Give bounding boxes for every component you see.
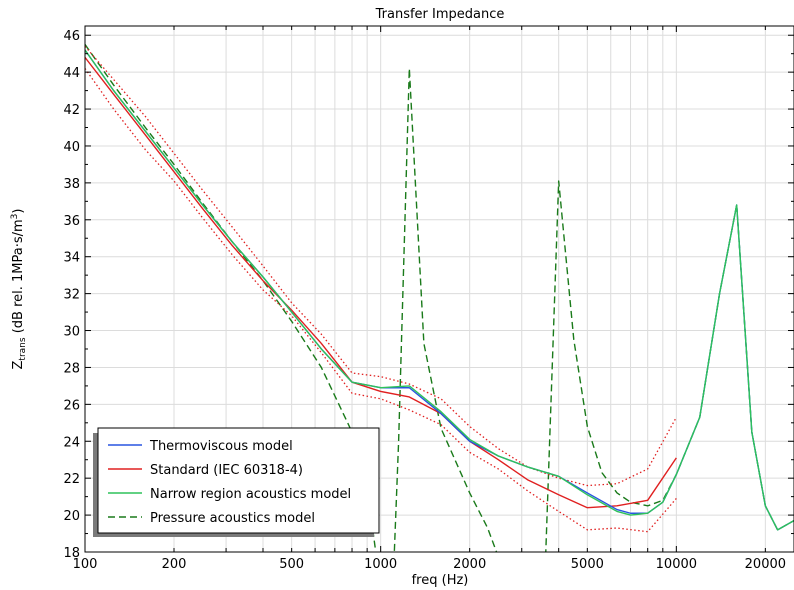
x-tick-label: 500 [279, 557, 304, 572]
y-tick-label: 36 [63, 214, 80, 229]
y-tick-label: 42 [63, 103, 80, 118]
plot-frame [84, 25, 794, 553]
y-tick-label: 24 [63, 435, 80, 450]
axis-ticks: 100 200 500 1000 2000 5000 10000 20000 18 20 22 24 2… [63, 26, 794, 572]
y-tick-label: 34 [63, 251, 80, 266]
y-tick-label: 46 [63, 29, 80, 44]
x-tick-label: 1000 [364, 557, 397, 572]
y-tick-label: 44 [63, 66, 80, 81]
series-line-4 [85, 49, 794, 531]
x-tick-label: 200 [162, 557, 187, 572]
y-tick-label: 18 [63, 546, 80, 561]
legend-box [97, 427, 380, 534]
x-tick-label: 20000 [745, 557, 786, 572]
legend-label: Narrow region acoustics model [150, 487, 351, 502]
x-tick-label: 10000 [656, 557, 697, 572]
x-axis-title: freq (Hz) [412, 573, 469, 588]
y-axis-title-sup: 3 [10, 214, 20, 220]
y-axis-title: Ztrans (dB rel. 1MPa·s/m3) [10, 209, 28, 370]
legend: Thermoviscous model Standard (IEC 60318-4… [93, 427, 380, 537]
y-tick-label: 20 [63, 509, 80, 524]
y-tick-label: 26 [63, 398, 80, 413]
series-line-1 [85, 56, 677, 509]
chart-title: Transfer Impedance [375, 7, 505, 22]
legend-label: Thermoviscous model [149, 439, 293, 454]
y-tick-label: 40 [63, 140, 80, 155]
y-axis-title-sub: trans [18, 337, 28, 360]
y-tick-label: 28 [63, 361, 80, 376]
y-tick-label: 22 [63, 472, 80, 487]
y-tick-label: 30 [63, 325, 80, 340]
y-tick-label: 38 [63, 177, 80, 192]
y-axis-title-close: ) [11, 209, 26, 214]
y-axis-title-main: Z [11, 360, 26, 369]
x-tick-label: 2000 [453, 557, 486, 572]
legend-label: Standard (IEC 60318-4) [150, 463, 303, 478]
x-tick-label: 5000 [571, 557, 604, 572]
y-axis-title-rest: (dB rel. 1MPa·s/m [11, 219, 26, 337]
x-tick-label: 100 [73, 557, 98, 572]
series-layer [85, 44, 794, 552]
y-tick-label: 32 [63, 288, 80, 303]
legend-label: Pressure acoustics model [150, 511, 315, 526]
grid [84, 26, 794, 553]
